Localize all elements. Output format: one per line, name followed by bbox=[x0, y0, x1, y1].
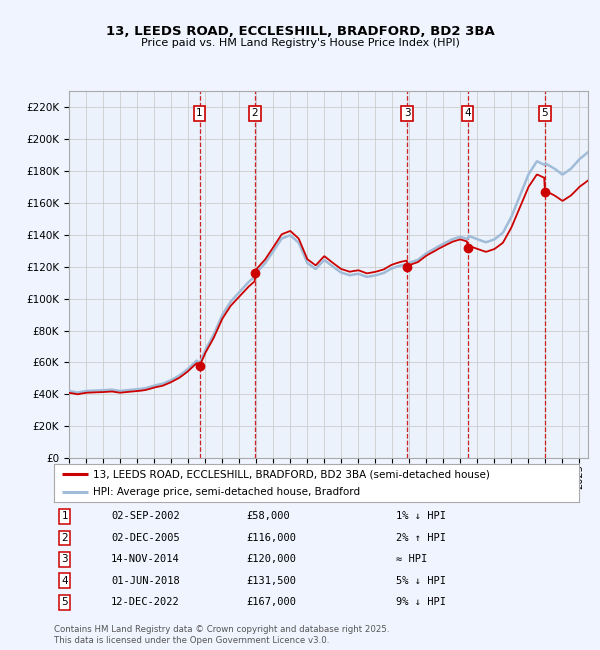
Bar bbox=[467, 91, 545, 458]
Text: 3: 3 bbox=[61, 554, 68, 564]
Text: 5: 5 bbox=[61, 597, 68, 607]
Text: 2: 2 bbox=[251, 109, 258, 118]
Text: Price paid vs. HM Land Registry's House Price Index (HPI): Price paid vs. HM Land Registry's House … bbox=[140, 38, 460, 47]
Text: 1: 1 bbox=[61, 512, 68, 521]
Text: 1: 1 bbox=[196, 109, 203, 118]
Text: 9% ↓ HPI: 9% ↓ HPI bbox=[396, 597, 446, 607]
Text: £116,000: £116,000 bbox=[246, 533, 296, 543]
Bar bbox=[255, 91, 407, 458]
Text: 14-NOV-2014: 14-NOV-2014 bbox=[111, 554, 180, 564]
Text: HPI: Average price, semi-detached house, Bradford: HPI: Average price, semi-detached house,… bbox=[94, 487, 361, 497]
Text: Contains HM Land Registry data © Crown copyright and database right 2025.
This d: Contains HM Land Registry data © Crown c… bbox=[54, 625, 389, 645]
Text: 5: 5 bbox=[541, 109, 548, 118]
Bar bbox=[407, 91, 467, 458]
Text: 4: 4 bbox=[464, 109, 471, 118]
Text: 02-DEC-2005: 02-DEC-2005 bbox=[111, 533, 180, 543]
Text: 12-DEC-2022: 12-DEC-2022 bbox=[111, 597, 180, 607]
Text: ≈ HPI: ≈ HPI bbox=[396, 554, 427, 564]
Text: 3: 3 bbox=[404, 109, 410, 118]
Bar bbox=[69, 91, 200, 458]
Text: 13, LEEDS ROAD, ECCLESHILL, BRADFORD, BD2 3BA (semi-detached house): 13, LEEDS ROAD, ECCLESHILL, BRADFORD, BD… bbox=[94, 469, 490, 479]
Text: £120,000: £120,000 bbox=[246, 554, 296, 564]
Text: £58,000: £58,000 bbox=[246, 512, 290, 521]
Bar bbox=[200, 91, 255, 458]
Text: 4: 4 bbox=[61, 576, 68, 586]
Text: £131,500: £131,500 bbox=[246, 576, 296, 586]
Text: 1% ↓ HPI: 1% ↓ HPI bbox=[396, 512, 446, 521]
Text: 13, LEEDS ROAD, ECCLESHILL, BRADFORD, BD2 3BA: 13, LEEDS ROAD, ECCLESHILL, BRADFORD, BD… bbox=[106, 25, 494, 38]
Text: £167,000: £167,000 bbox=[246, 597, 296, 607]
Text: 2% ↑ HPI: 2% ↑ HPI bbox=[396, 533, 446, 543]
Bar bbox=[545, 91, 588, 458]
Text: 01-JUN-2018: 01-JUN-2018 bbox=[111, 576, 180, 586]
Text: 5% ↓ HPI: 5% ↓ HPI bbox=[396, 576, 446, 586]
Text: 2: 2 bbox=[61, 533, 68, 543]
Text: 02-SEP-2002: 02-SEP-2002 bbox=[111, 512, 180, 521]
